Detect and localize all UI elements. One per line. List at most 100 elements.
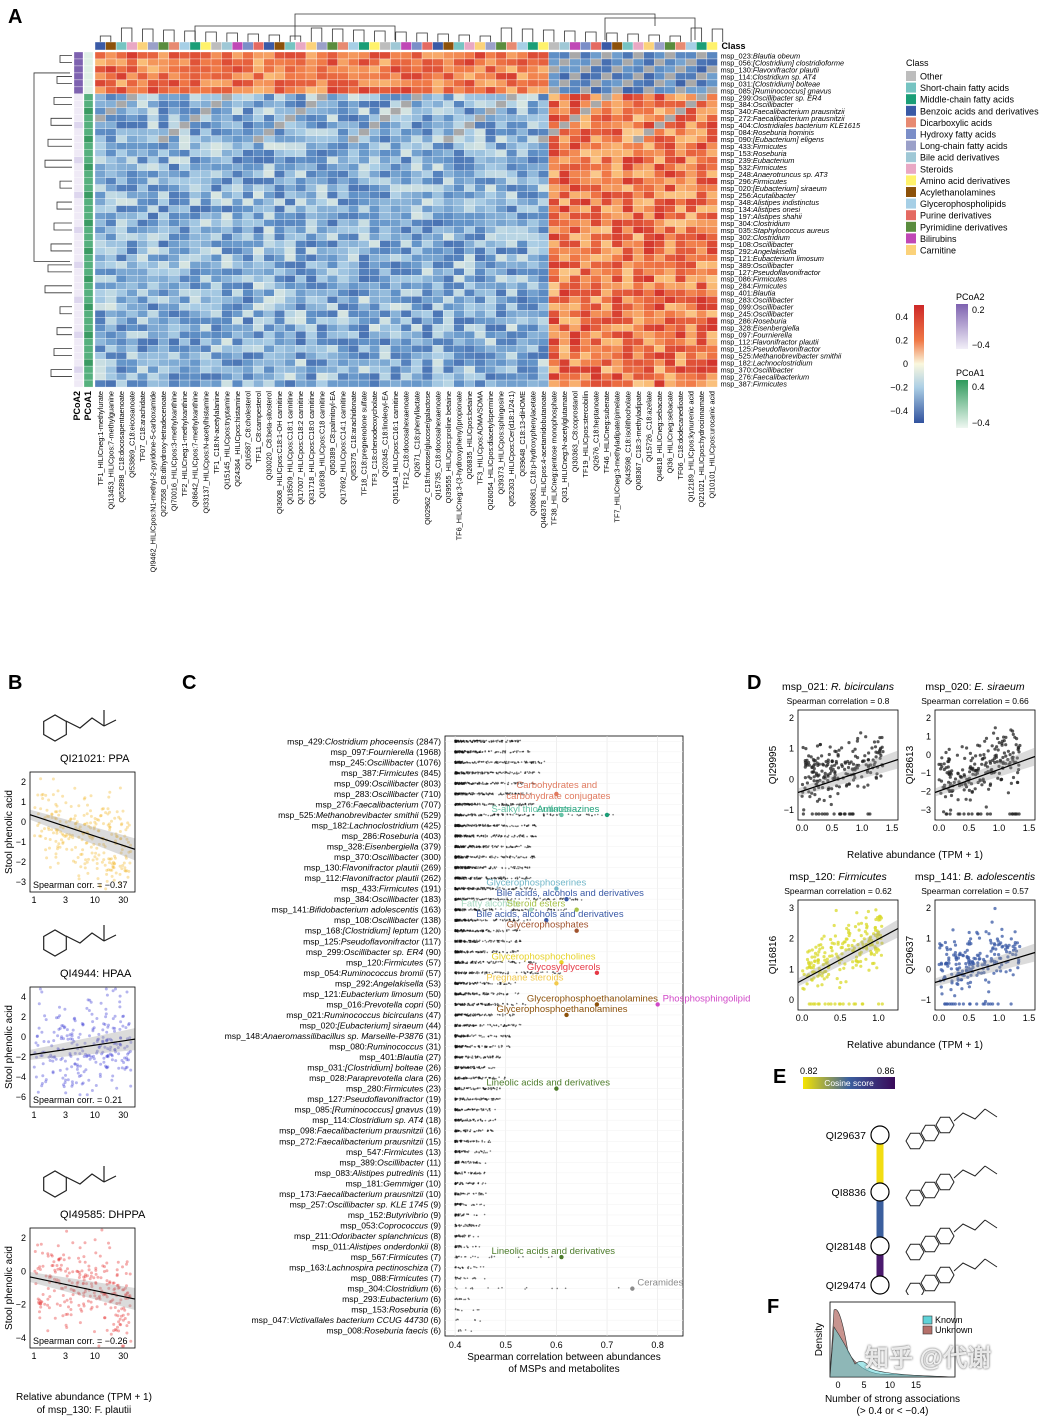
class-legend-swatch: [906, 163, 916, 174]
heatmap-cell: [168, 324, 180, 332]
heatmap-cell: [305, 128, 317, 136]
data-point: [104, 1012, 108, 1016]
heatmap-cell: [379, 156, 391, 164]
heatmap-cell: [643, 128, 655, 136]
heatmap-cell: [675, 247, 686, 255]
heatmap-cell: [706, 198, 718, 206]
data-point: [54, 839, 58, 843]
data-point: [50, 813, 54, 817]
heatmap-cell: [548, 226, 560, 234]
data-point: [118, 1322, 122, 1326]
data-point: [52, 1030, 56, 1034]
heatmap-cell: [390, 296, 402, 304]
heatmap-cell: [379, 142, 391, 150]
data-point: [35, 1055, 38, 1059]
data-point: [53, 816, 57, 820]
data-point: [35, 1034, 39, 1038]
heatmap-cell: [168, 351, 180, 360]
heatmap-cell: [105, 163, 117, 171]
heatmap-cell: [611, 79, 623, 88]
heatmap-cell: [464, 156, 475, 164]
data-point: [82, 813, 86, 817]
data-point: [56, 1016, 60, 1019]
heatmap-cell: [379, 247, 391, 255]
heatmap-cell: [559, 135, 570, 143]
heatmap-cell: [453, 247, 465, 255]
heatmap-cell: [495, 163, 507, 171]
heatmap-cell: [348, 100, 359, 108]
heatmap-cell: [654, 170, 665, 178]
data-point: [490, 761, 492, 763]
heatmap-cell: [189, 65, 201, 74]
heatmap-cell: [295, 128, 307, 136]
data-point: [71, 836, 75, 840]
heatmap-cell: [643, 58, 655, 67]
heatmap-cell: [337, 51, 349, 60]
heatmap-cell: [115, 233, 127, 241]
heatmap-cell: [147, 163, 159, 171]
heatmap-cell: [137, 198, 148, 206]
data-point: [40, 1082, 44, 1085]
heatmap-cell: [179, 268, 191, 276]
heatmap-cell: [242, 226, 254, 234]
heatmap-cell: [654, 135, 665, 143]
dendro-leaf: [142, 28, 154, 42]
data-point: [125, 869, 129, 873]
row-label: msp_153:Roseburia: [720, 149, 786, 158]
heatmap-cell: [126, 379, 138, 388]
heatmap-cell: [495, 79, 507, 88]
heatmap-cell: [696, 191, 708, 199]
heatmap-cell: [643, 184, 655, 192]
heatmap-cell: [400, 254, 412, 262]
heatmap-cell: [537, 58, 549, 67]
heatmap-cell: [137, 338, 148, 346]
class-cell: [411, 41, 423, 51]
heatmap-cell: [274, 351, 286, 360]
heatmap-cell: [464, 107, 475, 115]
heatmap-cell: [94, 72, 106, 81]
data-point: [490, 771, 492, 774]
heatmap-cell: [474, 170, 486, 178]
heatmap-cell: [622, 331, 634, 339]
heatmap-cell: [147, 282, 159, 290]
panel-letter-a: A: [8, 6, 23, 28]
heatmap-cell: [506, 261, 518, 269]
heatmap-cell: [706, 163, 718, 171]
data-point: [104, 1007, 108, 1011]
pcoa2-cell: [73, 240, 84, 248]
dendro-leaf: [59, 180, 72, 189]
data-point: [51, 1071, 55, 1075]
heatmap-cell: [495, 65, 507, 74]
heatmap-cell: [379, 184, 391, 192]
heatmap-cell: [643, 275, 655, 283]
class-cell: [316, 41, 328, 51]
heatmap-cell: [105, 240, 117, 248]
heatmap-cell: [421, 156, 433, 164]
data-point: [478, 792, 480, 794]
heatmap-cell: [696, 226, 708, 234]
heatmap-cell: [580, 51, 591, 60]
heatmap-cell: [274, 79, 286, 88]
heatmap-cell: [622, 191, 634, 199]
heatmap-cell: [569, 289, 581, 297]
data-point: [497, 751, 500, 753]
heatmap-cell: [305, 226, 317, 234]
data-point: [52, 1039, 56, 1043]
heatmap-cell: [179, 191, 191, 199]
heatmap-cell: [495, 184, 507, 192]
heatmap-cell: [274, 372, 286, 381]
heatmap-cell: [242, 324, 254, 332]
heatmap-cell: [622, 58, 634, 67]
heatmap-cell: [696, 317, 708, 325]
data-point: [37, 1300, 41, 1304]
heatmap-cell: [189, 198, 201, 206]
data-point: [77, 877, 81, 881]
heatmap-cell: [379, 79, 391, 88]
data-point: [82, 1275, 86, 1279]
heatmap-cell: [221, 379, 233, 388]
data-point: [75, 1269, 79, 1273]
heatmap-cell: [696, 254, 708, 262]
data-point: [58, 1026, 62, 1030]
dendro-leaf: [564, 30, 576, 42]
heatmap-cell: [453, 275, 465, 283]
